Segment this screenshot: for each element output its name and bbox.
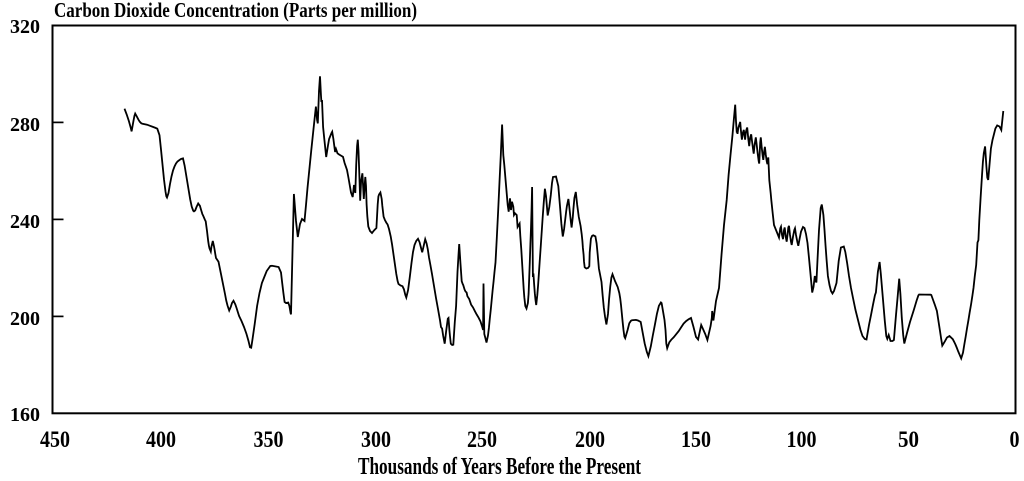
svg-text:Thousands of Years Before the: Thousands of Years Before the Present xyxy=(358,454,641,480)
svg-text:300: 300 xyxy=(361,427,391,452)
svg-text:Carbon Dioxide Concentration (: Carbon Dioxide Concentration (Parts per … xyxy=(54,0,417,22)
svg-text:250: 250 xyxy=(467,427,497,452)
svg-text:400: 400 xyxy=(146,427,176,452)
svg-text:320: 320 xyxy=(10,16,40,38)
svg-text:50: 50 xyxy=(898,427,919,452)
svg-text:100: 100 xyxy=(787,427,817,452)
svg-text:240: 240 xyxy=(10,211,40,233)
svg-text:0: 0 xyxy=(1010,427,1020,452)
svg-text:200: 200 xyxy=(575,427,605,452)
svg-text:350: 350 xyxy=(254,427,284,452)
svg-text:200: 200 xyxy=(10,308,40,330)
svg-text:160: 160 xyxy=(10,404,40,426)
svg-text:150: 150 xyxy=(681,427,711,452)
svg-text:450: 450 xyxy=(40,427,70,452)
svg-text:280: 280 xyxy=(10,114,40,136)
